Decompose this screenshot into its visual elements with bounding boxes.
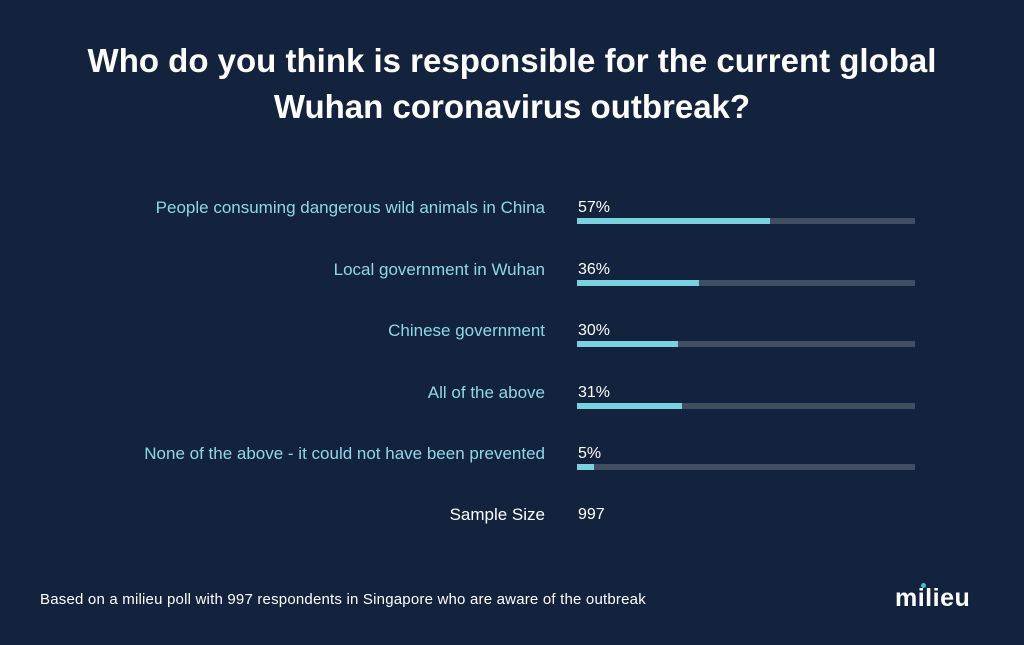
value-label: 36% xyxy=(578,261,611,278)
bar-row: Local government in Wuhan 36% xyxy=(0,259,1024,299)
category-label: All of the above xyxy=(427,383,545,402)
value-label: 57% xyxy=(578,199,611,216)
value-label: 5% xyxy=(578,445,602,462)
value-label: 31% xyxy=(578,384,611,401)
bar-track xyxy=(577,341,915,347)
sample-size-label: Sample Size xyxy=(449,505,545,524)
chart-title: Who do you think is responsible for the … xyxy=(0,38,1024,130)
chart-title-line-2: Wuhan coronavirus outbreak? xyxy=(273,88,751,125)
chart-title-line-1: Who do you think is responsible for the … xyxy=(87,42,937,79)
bar-track xyxy=(577,218,915,224)
bar-row: All of the above 31% xyxy=(0,382,1024,422)
bar-row: People consuming dangerous wild animals … xyxy=(0,197,1024,237)
milieu-logo: milieu xyxy=(895,584,971,612)
category-label: None of the above - it could not have be… xyxy=(144,444,545,463)
bar xyxy=(577,403,682,409)
category-label: Chinese government xyxy=(388,321,545,340)
bar xyxy=(577,464,594,470)
milieu-logo-dot xyxy=(921,583,926,588)
category-label: Local government in Wuhan xyxy=(333,260,545,279)
bar-track xyxy=(577,464,915,470)
sample-size-value: 997 xyxy=(578,506,605,523)
bar xyxy=(577,280,699,286)
bar-track xyxy=(577,403,915,409)
bar xyxy=(577,218,770,224)
footnote: Based on a milieu poll with 997 responde… xyxy=(40,591,646,608)
bar-row: None of the above - it could not have be… xyxy=(0,443,1024,483)
bar-row: Chinese government 30% xyxy=(0,320,1024,360)
bar xyxy=(577,341,679,347)
bar-track xyxy=(577,280,915,286)
value-label: 30% xyxy=(578,322,611,339)
category-label: People consuming dangerous wild animals … xyxy=(155,198,545,217)
